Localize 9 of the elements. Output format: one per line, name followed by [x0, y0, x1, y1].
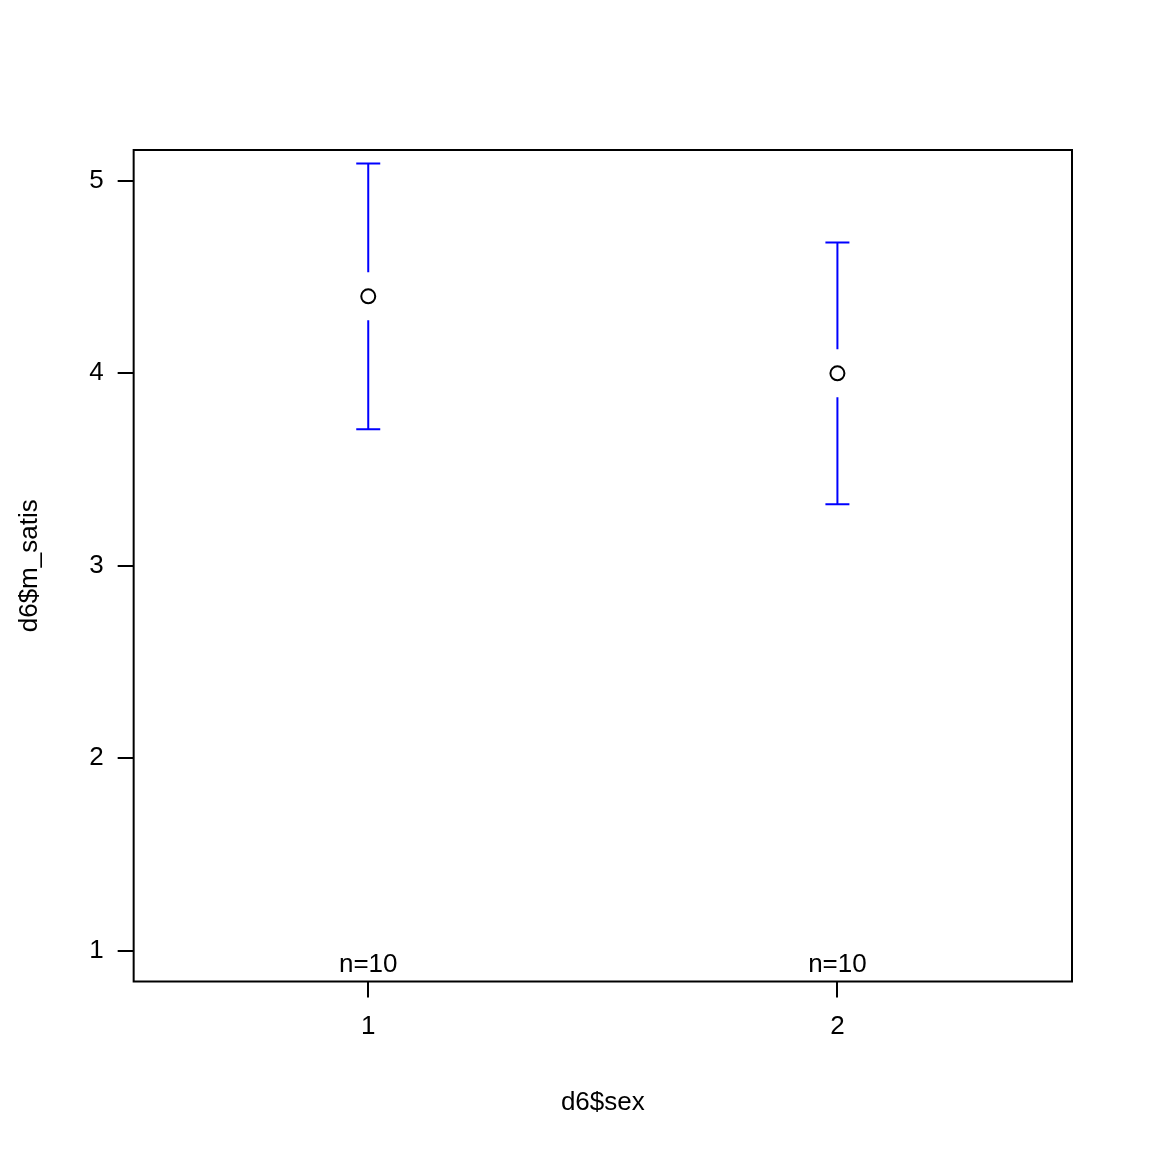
annotation: n=10	[808, 947, 867, 978]
y-axis-title: d6$m_satis	[12, 499, 43, 633]
y-tick-label: 5	[89, 163, 104, 194]
annotation: n=10	[338, 947, 398, 978]
y-tick-label: 1	[89, 933, 104, 964]
x-axis-title: d6$sex	[560, 1085, 645, 1116]
y-tick-label: 2	[89, 741, 104, 772]
y-tick-label: 4	[89, 356, 104, 387]
y-tick-label: 3	[89, 548, 104, 579]
